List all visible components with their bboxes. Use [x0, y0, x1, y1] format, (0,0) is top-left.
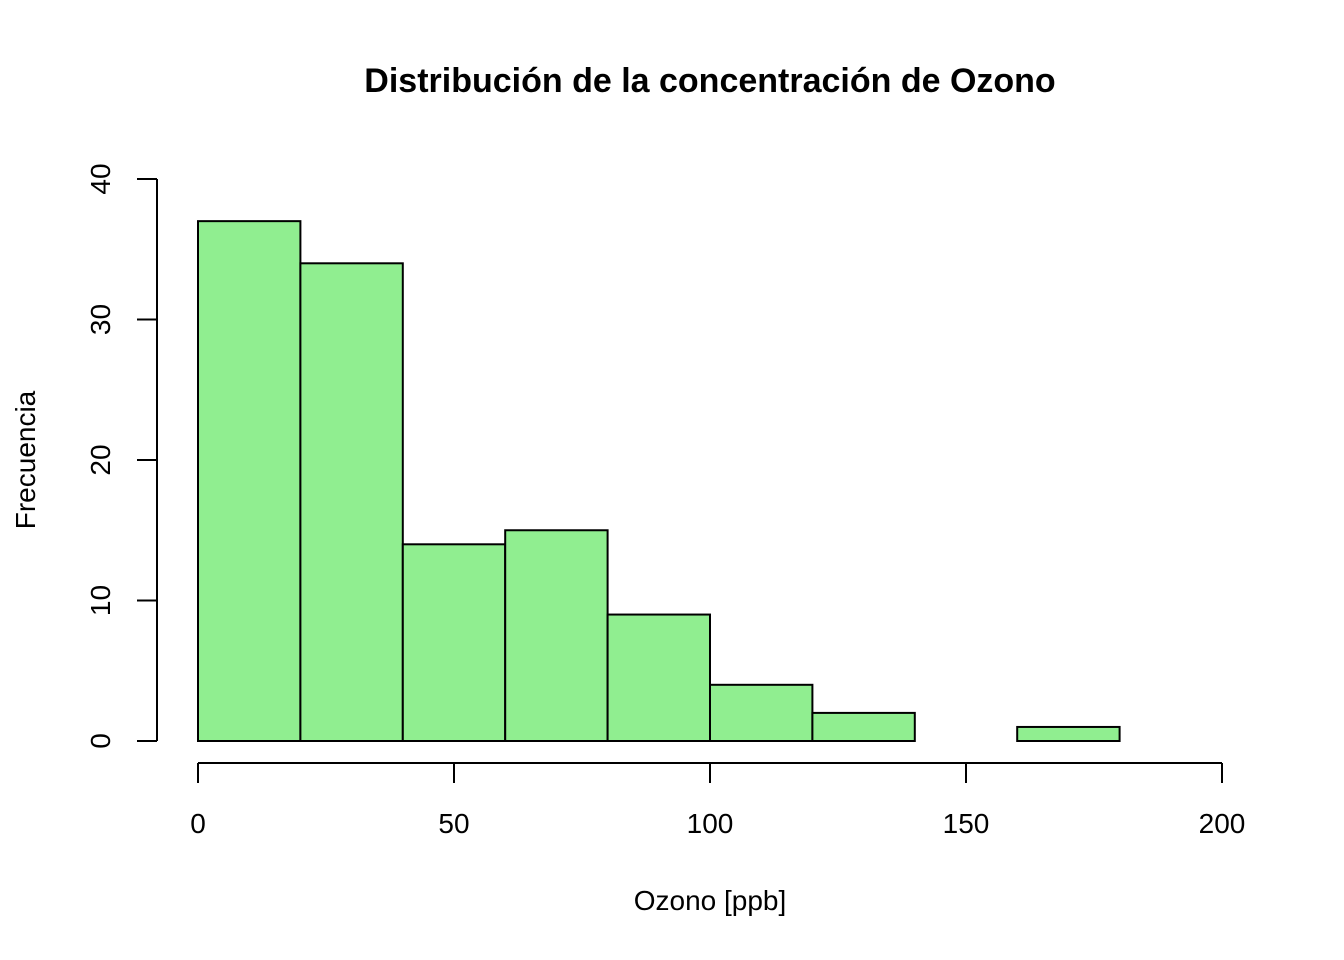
bars-group — [197, 220, 1121, 743]
y-tick-label: 20 — [85, 444, 116, 475]
y-tick-label: 10 — [85, 585, 116, 616]
x-tick-label: 0 — [190, 808, 206, 839]
histogram-bar — [811, 711, 916, 743]
y-axis: 0 10 20 30 40 — [85, 163, 158, 749]
histogram-bar — [1016, 725, 1121, 743]
y-tick-label: 40 — [85, 163, 116, 194]
histogram-bar — [709, 683, 814, 742]
histogram-bar — [299, 262, 404, 742]
y-tick-label: 0 — [85, 733, 116, 749]
x-tick-label: 50 — [438, 808, 469, 839]
chart-title: Distribución de la concentración de Ozon… — [364, 62, 1055, 100]
y-axis-label: Frecuencia — [10, 390, 41, 529]
x-tick-label: 150 — [943, 808, 990, 839]
x-tick-label: 100 — [687, 808, 734, 839]
histogram-bar — [606, 613, 711, 742]
histogram-bar — [504, 529, 609, 742]
x-axis-label: Ozono [ppb] — [634, 885, 787, 916]
x-axis: 0 50 100 150 200 — [190, 762, 1246, 839]
x-tick-label: 200 — [1199, 808, 1246, 839]
histogram-bar — [197, 220, 302, 742]
y-tick-label: 30 — [85, 304, 116, 335]
histogram-bar — [401, 543, 507, 742]
